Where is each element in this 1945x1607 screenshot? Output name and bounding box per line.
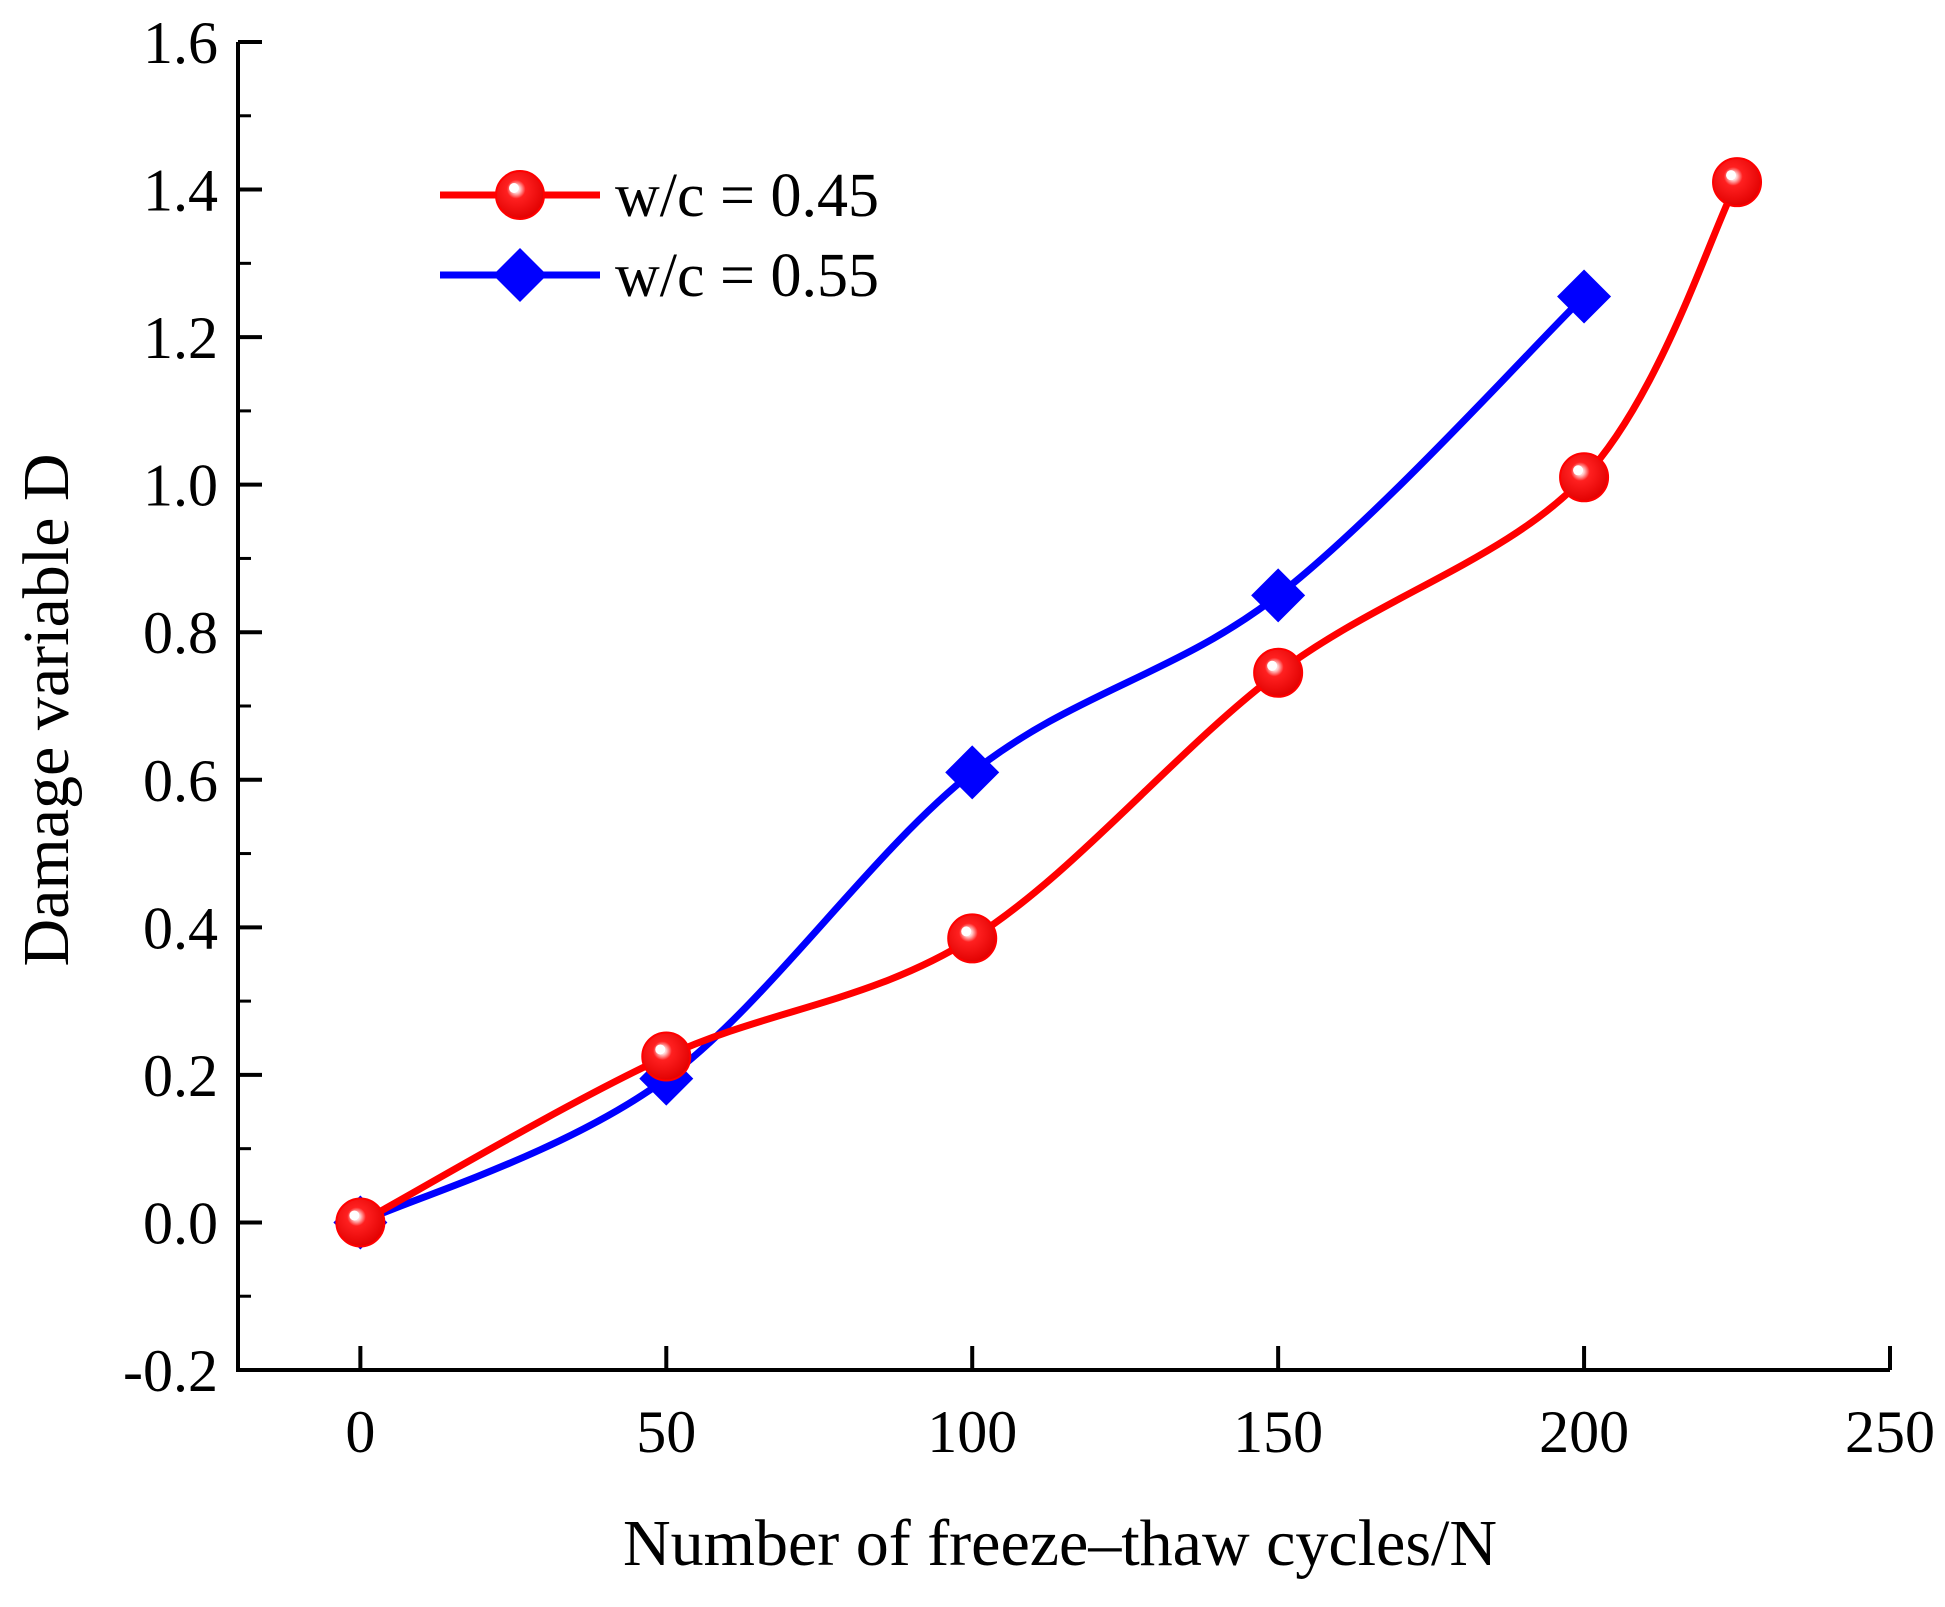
legend-marker-2 <box>493 248 547 302</box>
data-point-series-1 <box>1559 452 1610 503</box>
y-tick-label: 1.2 <box>143 305 218 371</box>
y-axis-title: Damage variable D <box>10 453 83 966</box>
marker-body <box>1712 157 1763 208</box>
marker-body <box>1253 647 1304 698</box>
data-point-series-1 <box>641 1031 692 1082</box>
data-point-series-2 <box>1251 568 1306 623</box>
y-tick-label: 0.4 <box>143 895 218 961</box>
y-tick-label: -0.2 <box>123 1338 218 1404</box>
data-point-series-2 <box>1557 269 1612 324</box>
marker-body <box>1559 452 1610 503</box>
y-tick-label: 0.2 <box>143 1043 218 1109</box>
marker-body <box>495 170 545 220</box>
data-point-series-1 <box>335 1197 386 1248</box>
marker-highlight <box>1573 465 1584 476</box>
marker-body <box>947 913 998 964</box>
marker-highlight <box>1267 660 1278 671</box>
x-tick-label: 150 <box>1233 1399 1323 1465</box>
legend-label-1: w/c = 0.45 <box>615 162 879 230</box>
y-tick-label: 0.8 <box>143 600 218 666</box>
y-tick-label: 0.0 <box>143 1190 218 1256</box>
data-point-series-1 <box>1253 647 1304 698</box>
data-point-series-1 <box>1712 157 1763 208</box>
legend-marker-1 <box>495 170 545 220</box>
x-axis-title: Number of freeze–thaw cycles/N <box>623 1507 1497 1580</box>
x-tick-label: 50 <box>636 1399 696 1465</box>
y-tick-label: 0.6 <box>143 748 218 814</box>
data-point-series-1 <box>947 913 998 964</box>
legend-label-2: w/c = 0.55 <box>615 242 879 310</box>
series-line-1 <box>358 180 1741 1226</box>
marker-highlight <box>961 926 972 937</box>
data-point-series-2 <box>945 745 1000 800</box>
x-tick-label: 0 <box>345 1399 375 1465</box>
marker-highlight <box>1726 170 1737 181</box>
marker-highlight <box>349 1210 360 1221</box>
marker-body <box>335 1197 386 1248</box>
y-tick-label: 1.4 <box>143 158 218 224</box>
x-tick-label: 250 <box>1845 1399 1935 1465</box>
x-tick-label: 200 <box>1539 1399 1629 1465</box>
marker-highlight <box>509 183 519 193</box>
x-tick-label: 100 <box>927 1399 1017 1465</box>
y-tick-label: 1.6 <box>143 10 218 76</box>
y-tick-label: 1.0 <box>143 453 218 519</box>
marker-highlight <box>655 1044 666 1055</box>
marker-body <box>641 1031 692 1082</box>
